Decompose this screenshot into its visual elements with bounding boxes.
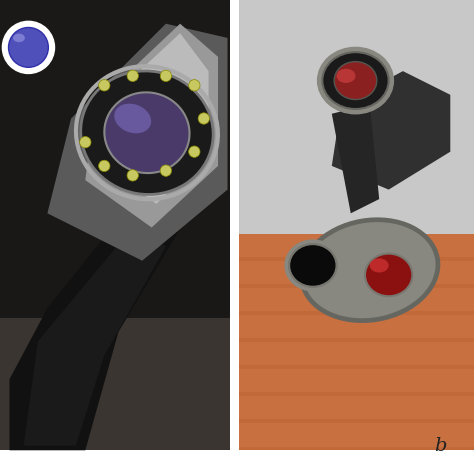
Circle shape [2,21,55,73]
Bar [0,375,230,390]
Ellipse shape [334,62,377,100]
Circle shape [127,70,138,82]
Bar [0,45,230,60]
Ellipse shape [81,71,213,194]
Ellipse shape [289,244,337,287]
Bar [0,150,230,165]
Ellipse shape [284,239,341,292]
Bar [0,285,230,300]
Bar [0,315,230,330]
Ellipse shape [114,104,151,133]
Ellipse shape [304,222,436,318]
Polygon shape [85,24,218,228]
Bar [239,0,474,234]
Ellipse shape [289,244,337,287]
Bar [239,365,474,369]
Circle shape [160,165,172,176]
Circle shape [189,146,200,157]
Bar [239,284,474,288]
Circle shape [99,160,110,172]
Bar [230,0,236,450]
Bar [0,210,230,225]
Bar [239,392,474,396]
Bar [0,195,230,210]
Bar [0,360,230,375]
Bar [0,300,230,315]
Ellipse shape [365,254,412,296]
Ellipse shape [337,69,356,83]
Bar [0,30,230,45]
Polygon shape [24,228,166,446]
Bar [0,435,230,450]
Polygon shape [332,71,450,190]
Ellipse shape [318,47,393,114]
Bar [0,135,230,150]
Polygon shape [332,104,379,213]
Bar [0,90,230,105]
Polygon shape [9,190,190,450]
Polygon shape [104,33,209,204]
Ellipse shape [370,258,389,273]
Bar [239,419,474,423]
Ellipse shape [13,34,25,42]
Circle shape [160,70,172,82]
Bar [0,165,230,180]
Polygon shape [47,24,228,261]
Bar [0,120,230,135]
Bar [0,240,230,255]
Bar [0,225,230,240]
Bar [0,255,230,270]
Circle shape [80,137,91,148]
Bar [0,75,230,90]
Ellipse shape [299,218,440,323]
Bar [0,105,230,120]
Bar [239,234,474,450]
Ellipse shape [104,92,190,173]
Bar [0,270,230,285]
Bar [239,447,474,450]
Bar [0,318,230,450]
Circle shape [9,27,48,67]
Bar [0,0,230,450]
Ellipse shape [360,249,417,301]
Bar [0,180,230,195]
Bar [0,15,230,30]
Circle shape [127,170,138,181]
Ellipse shape [322,52,389,109]
Bar [239,257,474,261]
Bar [239,311,474,315]
Bar [0,345,230,360]
Bar [239,338,474,342]
Circle shape [99,80,110,91]
Bar [0,0,230,15]
Bar [0,390,230,405]
Bar [0,330,230,345]
Bar [0,405,230,420]
Text: b: b [435,437,447,455]
Circle shape [189,80,200,91]
Bar [0,60,230,75]
Circle shape [198,113,210,124]
Bar [0,420,230,435]
